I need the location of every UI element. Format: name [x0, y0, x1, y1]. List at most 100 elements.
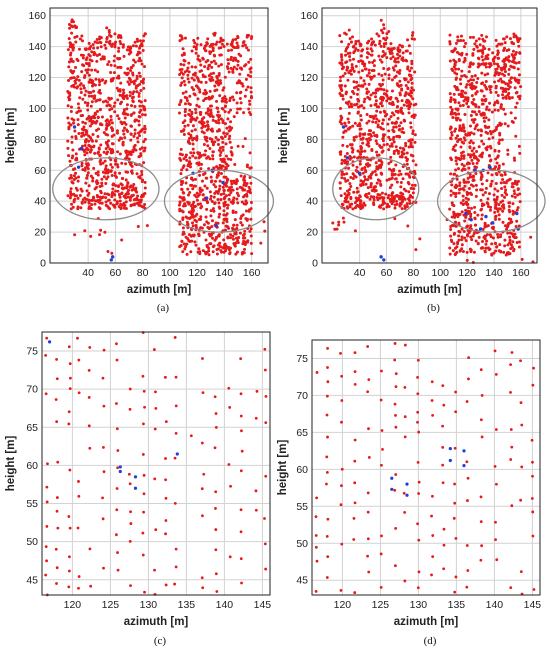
red-point [490, 179, 494, 183]
red-point [396, 151, 400, 155]
red-point [244, 77, 248, 81]
red-point [67, 422, 71, 426]
red-point [409, 125, 413, 129]
red-point [409, 153, 413, 157]
red-point [138, 104, 142, 108]
red-point [211, 143, 215, 147]
red-point [379, 163, 383, 167]
red-point [122, 206, 126, 210]
red-point [509, 428, 513, 431]
red-point [83, 121, 87, 125]
red-point [474, 223, 478, 227]
red-point [453, 185, 457, 189]
red-point [496, 49, 500, 53]
red-point [371, 91, 375, 95]
red-point [142, 510, 145, 514]
red-point [104, 200, 108, 204]
red-point [486, 72, 490, 76]
red-point [133, 198, 137, 202]
red-point [199, 215, 203, 219]
red-point [395, 135, 399, 139]
red-point [464, 200, 468, 204]
red-point [54, 398, 58, 401]
red-point [83, 229, 87, 233]
red-point [213, 446, 217, 450]
red-point [369, 53, 373, 57]
red-point [380, 28, 384, 32]
red-point [356, 48, 360, 52]
red-point [230, 146, 234, 150]
red-point [366, 164, 370, 168]
red-point [449, 137, 453, 141]
red-point [347, 111, 351, 115]
red-point [471, 35, 475, 39]
red-point [118, 102, 122, 106]
red-point [473, 216, 477, 220]
red-point [85, 151, 89, 155]
red-point [239, 66, 243, 70]
red-point [461, 125, 465, 129]
x-tick-label: 140 [486, 599, 504, 611]
red-point [453, 149, 457, 153]
red-point [108, 207, 112, 211]
red-point [452, 242, 456, 246]
red-point [389, 155, 393, 159]
red-point [494, 70, 498, 74]
red-point [493, 167, 497, 171]
red-point [350, 63, 354, 67]
red-point [139, 195, 143, 199]
red-point [385, 205, 389, 209]
red-point [92, 144, 96, 148]
red-point [458, 124, 462, 128]
red-point [509, 363, 512, 367]
red-point [366, 140, 370, 144]
red-point [93, 94, 97, 98]
red-point [183, 70, 187, 74]
red-point [378, 196, 382, 200]
red-point [405, 151, 409, 155]
red-point [340, 62, 344, 66]
red-point [485, 35, 489, 39]
red-point [128, 407, 132, 411]
red-point [221, 185, 225, 189]
red-point [356, 124, 360, 128]
red-point [372, 64, 376, 68]
red-point [364, 67, 368, 71]
red-point [365, 55, 369, 59]
red-point [174, 431, 178, 435]
red-point [249, 66, 253, 70]
red-point [501, 220, 505, 224]
red-point [362, 155, 366, 159]
red-point [99, 228, 103, 232]
red-point [381, 118, 385, 122]
red-point [493, 55, 497, 59]
red-point [442, 403, 446, 407]
red-point [84, 48, 88, 52]
red-point [452, 516, 456, 520]
red-point [98, 91, 102, 95]
x-tick-label: 120 [334, 599, 352, 611]
red-point [465, 258, 469, 262]
red-point [370, 49, 374, 53]
red-point [208, 137, 212, 141]
red-point [204, 149, 208, 153]
red-point [490, 242, 494, 246]
red-point [472, 156, 476, 160]
red-point [367, 570, 371, 574]
red-point [480, 217, 484, 221]
red-point [501, 87, 505, 91]
red-point [44, 353, 48, 357]
red-point [356, 105, 360, 109]
red-point [487, 47, 491, 51]
red-point [354, 64, 358, 68]
red-point [205, 96, 209, 100]
red-point [85, 104, 89, 108]
red-point [494, 90, 498, 94]
red-point [213, 84, 217, 88]
red-point [405, 202, 409, 206]
red-point [100, 115, 104, 119]
red-point [326, 517, 330, 521]
red-point [233, 181, 237, 185]
red-point [360, 167, 364, 171]
red-point [121, 142, 125, 146]
